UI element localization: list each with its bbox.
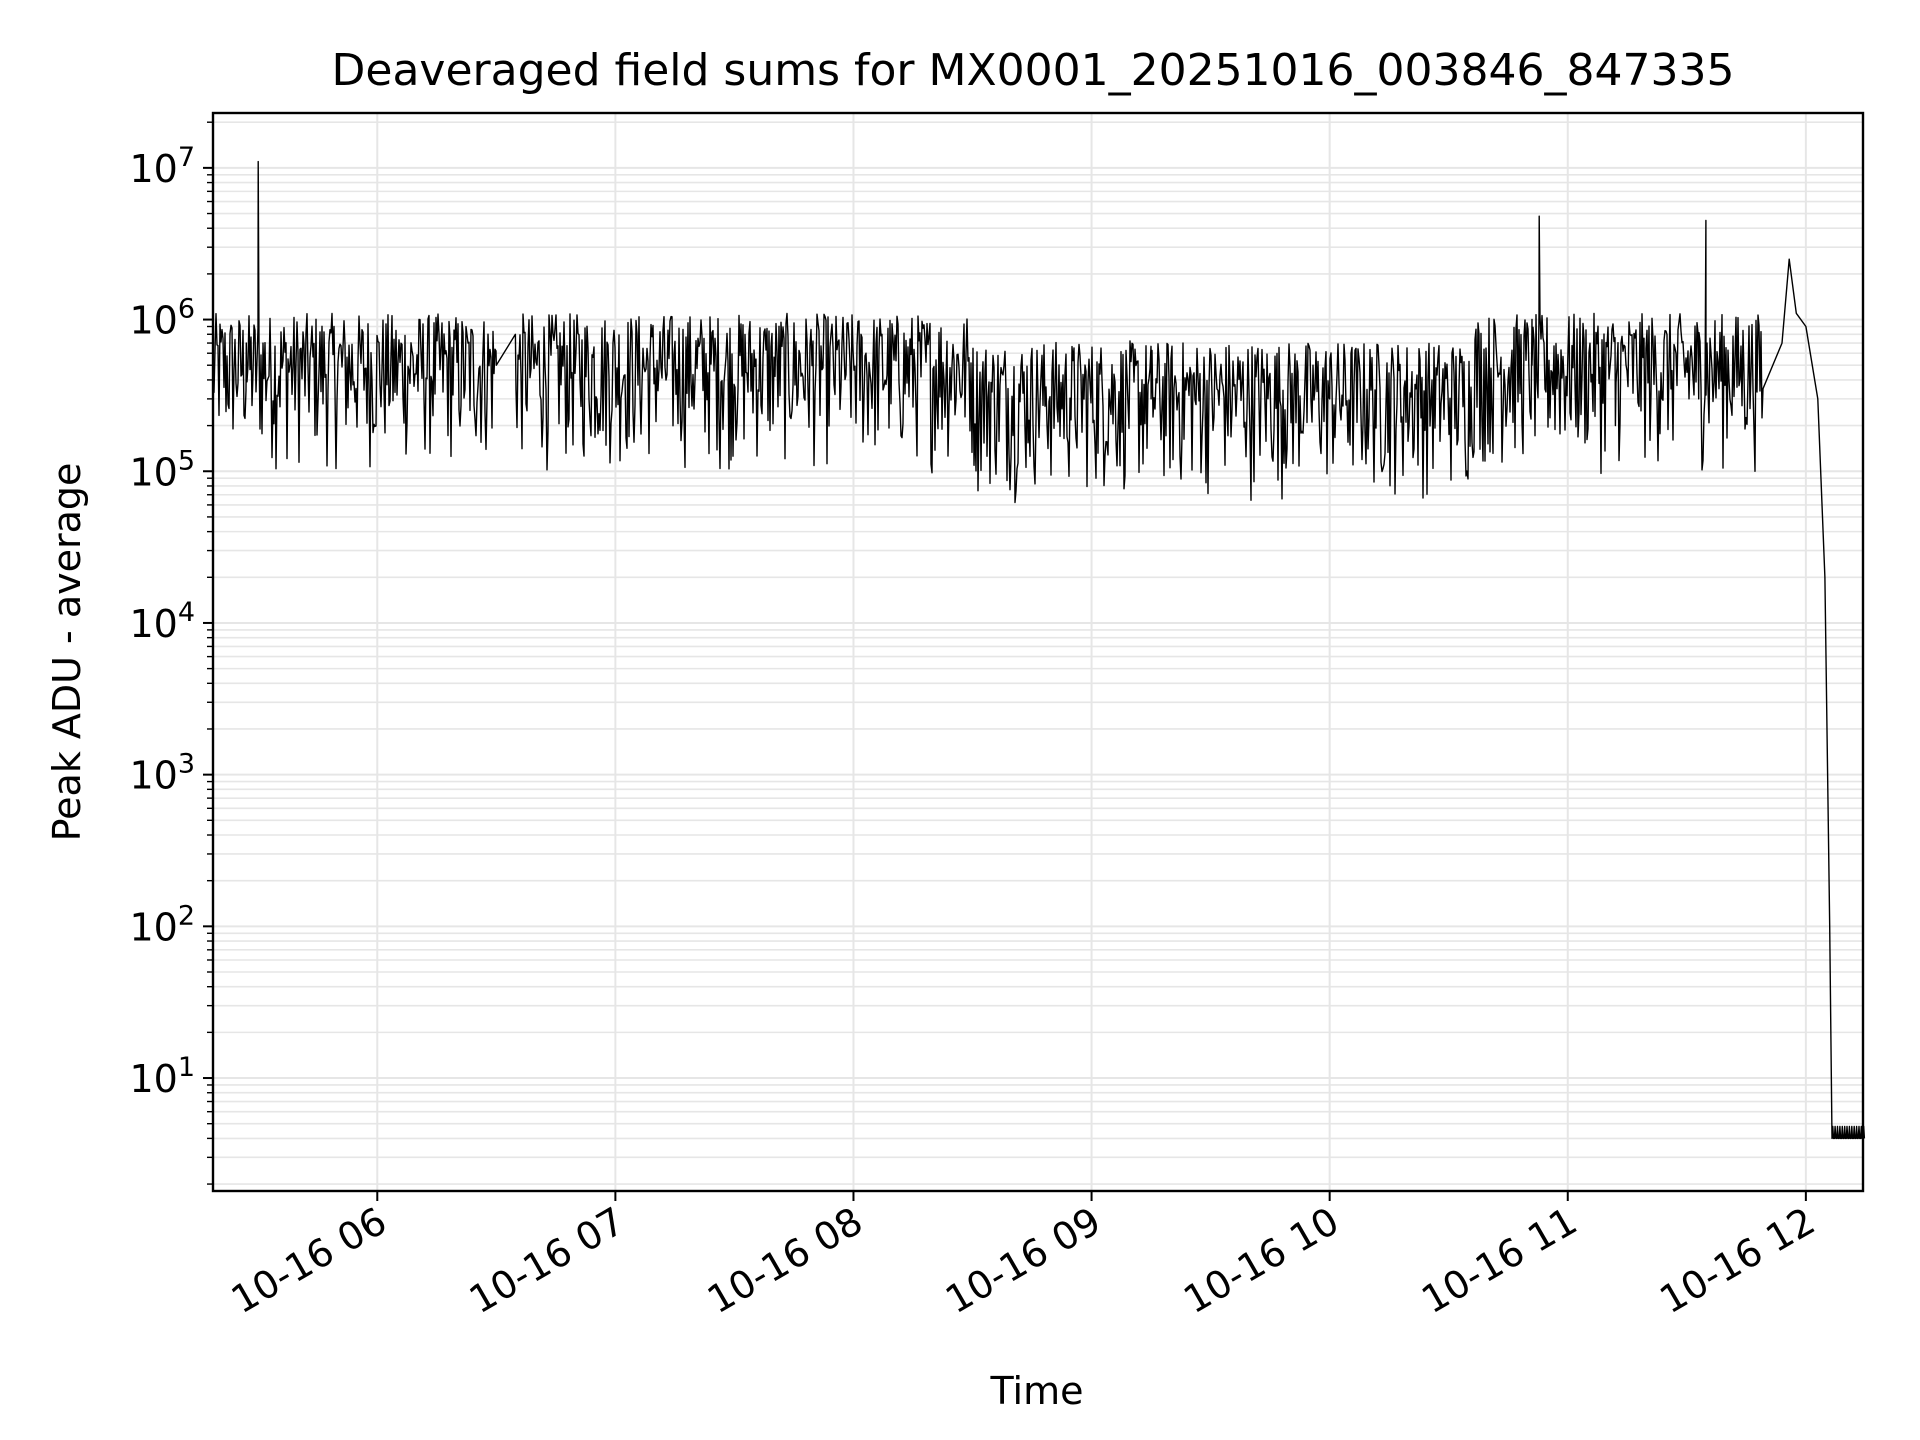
series-line [212, 160, 1866, 1140]
y-tick-label: 102 [129, 900, 195, 949]
x-axis-label: Time [990, 1369, 1084, 1413]
y-axis: 101 102 103 104 105 106 107 [129, 121, 213, 1185]
chart-title: Deaveraged field sums for MX0001_2025101… [332, 45, 1735, 96]
y-tick-label: 101 [129, 1052, 195, 1101]
series-layer [212, 160, 1866, 1140]
plot-frame [211, 111, 1865, 1193]
y-axis-label: Peak ADU - average [45, 463, 89, 842]
y-tick-label: 105 [129, 445, 195, 494]
y-tick-label: 106 [129, 294, 195, 343]
y-tick-label: 103 [129, 749, 195, 798]
y-tick-label: 104 [129, 597, 195, 646]
y-tick-label: 107 [129, 142, 195, 191]
